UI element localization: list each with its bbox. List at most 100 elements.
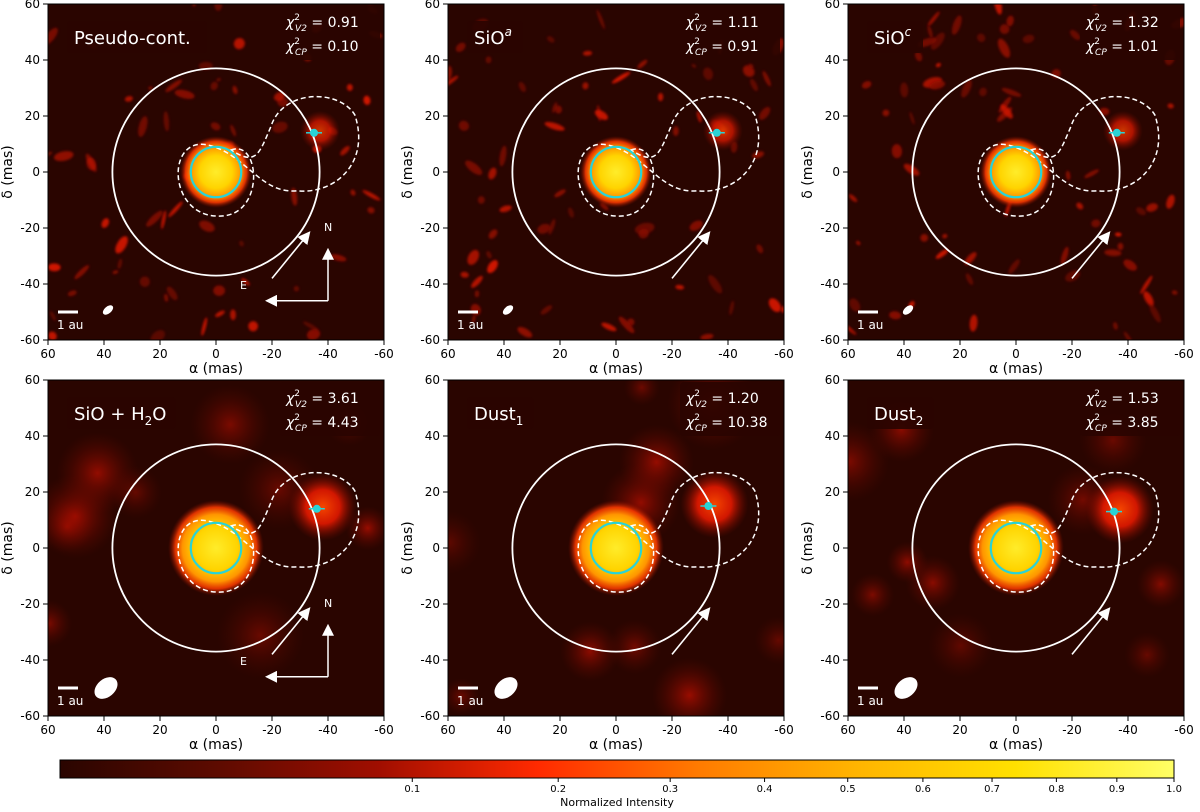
emission-speckle <box>855 240 861 246</box>
emission-blob <box>109 466 162 519</box>
panel-2: 1 au SiOa χ2 V2 = 1.11 χ2 CP = 0.91 60 40 20 0 -20… <box>400 0 794 377</box>
x-tick-label: -60 <box>774 723 794 737</box>
motion-arrow <box>271 231 311 279</box>
emission-speckle <box>174 89 195 99</box>
y-axis-label: δ (mas) <box>800 521 816 574</box>
y-axis-label: δ (mas) <box>800 145 816 198</box>
emission-speckle <box>537 223 551 234</box>
y-tick-label: -20 <box>20 221 40 235</box>
x-tick-label: 20 <box>152 723 167 737</box>
y-tick-label: 20 <box>25 485 40 499</box>
y-tick-label: 20 <box>825 485 840 499</box>
x-axis-label: α (mas) <box>589 737 643 753</box>
emission-speckle <box>1006 15 1014 27</box>
emission-speckle <box>961 79 972 98</box>
scale-bar-label: 1 au <box>857 694 883 708</box>
emission-speckle <box>487 260 498 274</box>
compass-north-label: N <box>324 221 332 234</box>
panel-title-box <box>467 397 534 429</box>
emission-speckle <box>448 75 459 87</box>
x-tick-label: -20 <box>1062 723 1082 737</box>
x-axis-label: α (mas) <box>189 737 243 753</box>
emission-speckle <box>124 96 133 102</box>
y-axis-label: δ (mas) <box>0 145 16 198</box>
y-tick-label: 60 <box>25 373 40 387</box>
chi2-box <box>280 382 380 436</box>
emission-speckle <box>1022 34 1035 44</box>
panel-title: Dust1 <box>474 404 523 428</box>
y-tick-label: 60 <box>425 0 440 11</box>
chi2-cp-label: χ2 CP = 4.43 <box>285 413 359 434</box>
y-axis-label: δ (mas) <box>400 521 416 574</box>
emission-speckle <box>340 146 350 156</box>
emission-speckle <box>272 121 288 133</box>
y-tick-label: 0 <box>432 541 440 555</box>
panel-title-box <box>867 21 923 53</box>
emission-speckle <box>1149 303 1161 323</box>
emission-speckle <box>935 62 941 68</box>
emission-speckle <box>927 11 940 26</box>
compass-east-label: E <box>240 655 247 668</box>
companion-marker <box>704 502 713 510</box>
emission-blob <box>607 619 662 675</box>
beam-ellipse <box>494 677 518 699</box>
emission-speckle <box>582 82 589 90</box>
emission-speckle <box>49 311 56 321</box>
emission-speckle <box>112 270 119 275</box>
emission-speckle <box>909 111 915 125</box>
emission-speckle <box>914 51 923 62</box>
emission-speckle <box>927 25 933 39</box>
x-tick-label: -20 <box>262 347 282 361</box>
emission-speckle <box>241 278 250 286</box>
orbit-circle <box>511 67 721 277</box>
emission-speckle <box>1143 291 1154 307</box>
colorbar-tick-label: 0.6 <box>915 784 931 795</box>
emission-speckle <box>552 102 558 113</box>
emission-speckle <box>471 314 476 324</box>
emission-speckle <box>942 233 948 239</box>
emission-speckle <box>546 36 555 43</box>
orbit-circle <box>111 443 321 653</box>
y-tick-label: 20 <box>425 109 440 123</box>
emission-speckle <box>216 77 221 82</box>
x-tick-label: -40 <box>1118 723 1138 737</box>
emission-speckle <box>930 32 945 50</box>
emission-blob <box>623 380 660 406</box>
y-tick-label: 40 <box>425 53 440 67</box>
y-tick-label: 20 <box>25 109 40 123</box>
x-tick-label: 60 <box>840 723 855 737</box>
x-tick-label: -60 <box>774 347 794 361</box>
y-tick-label: 0 <box>432 165 440 179</box>
y-tick-label: 40 <box>425 429 440 443</box>
emission-speckle <box>166 286 178 301</box>
star-ring <box>589 145 643 199</box>
x-tick-label: 20 <box>952 347 967 361</box>
emission-speckle <box>848 194 858 203</box>
x-tick-label: -40 <box>318 347 338 361</box>
emission-speckle <box>637 59 648 69</box>
emission-speckle <box>700 333 714 340</box>
chi2-box <box>680 6 780 60</box>
emission-speckle <box>594 109 608 120</box>
emission-speckle <box>163 111 170 132</box>
panel-1: 1 au N E Pseudo-cont. χ2 V2 = 0.91 χ2 CP = 0.10… <box>0 0 394 377</box>
x-axis-label: α (mas) <box>989 737 1043 753</box>
y-tick-label: 40 <box>25 53 40 67</box>
emission-speckle <box>1114 232 1122 237</box>
chi2-cp-label: χ2 CP = 1.01 <box>1085 37 1159 58</box>
y-tick-label: 60 <box>25 0 40 11</box>
panel-title-box <box>867 397 934 429</box>
star-emission <box>968 500 1064 596</box>
emission-speckle <box>849 298 861 312</box>
emission-speckle <box>48 27 58 45</box>
companion-marker <box>312 504 321 513</box>
y-tick-label: 40 <box>25 429 40 443</box>
chi2-v2-label: χ2 V2 = 1.32 <box>1085 13 1159 34</box>
companion-emission <box>1086 475 1154 544</box>
y-tick-label: 20 <box>825 109 840 123</box>
emission-speckle <box>517 326 533 338</box>
y-tick-label: 60 <box>825 0 840 11</box>
x-axis-label: α (mas) <box>589 361 643 377</box>
companion-emission <box>680 470 749 538</box>
emission-speckle <box>848 321 857 335</box>
